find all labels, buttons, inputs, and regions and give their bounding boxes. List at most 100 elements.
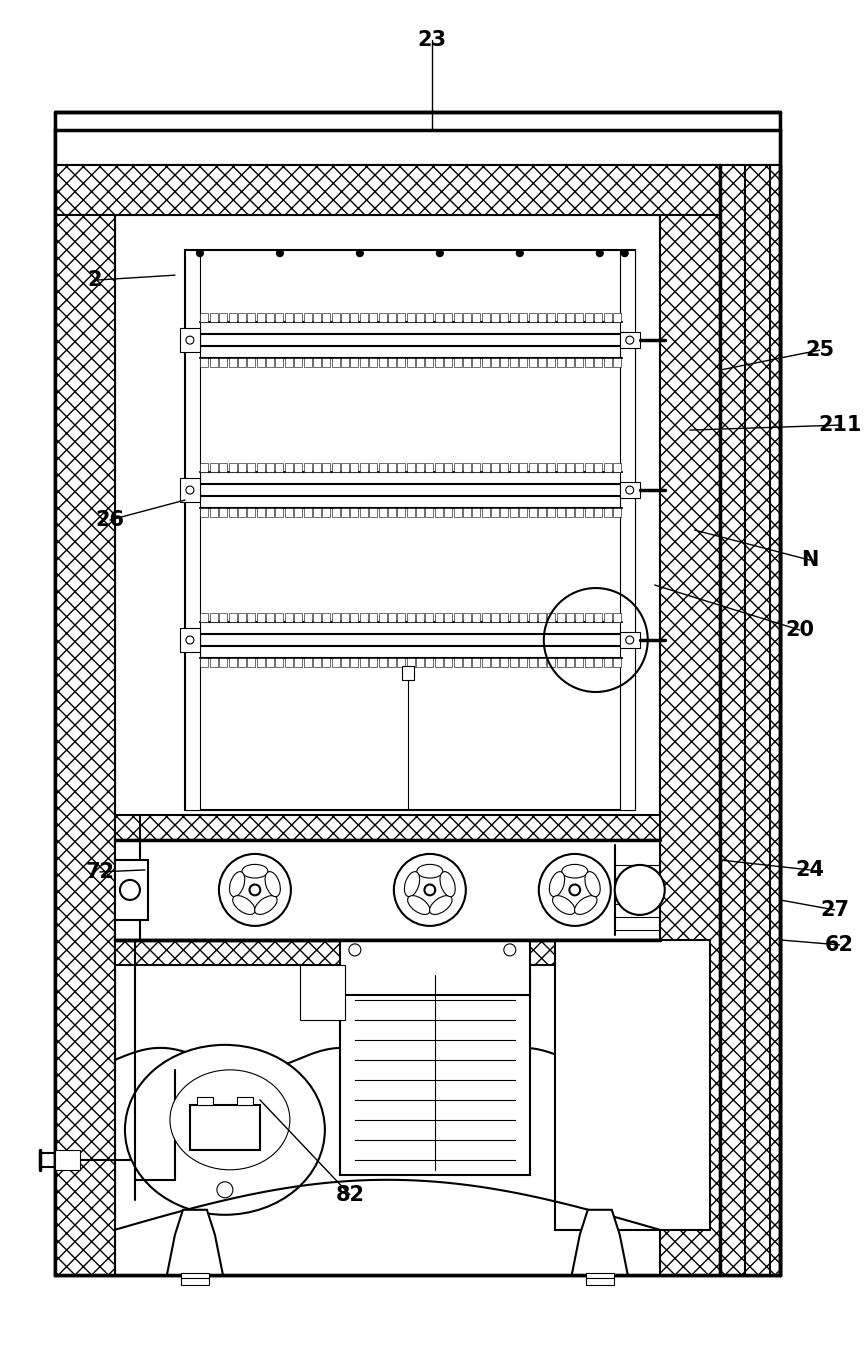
Bar [529, 358, 536, 367]
Text: 62: 62 [825, 934, 854, 955]
Bar [426, 313, 433, 322]
Circle shape [277, 250, 284, 257]
Bar [266, 658, 274, 666]
Bar [228, 464, 236, 472]
Bar [575, 358, 583, 367]
Bar [575, 613, 583, 622]
Bar [416, 358, 424, 367]
Bar [210, 313, 218, 322]
Bar [619, 481, 640, 498]
Bar [453, 613, 462, 622]
Circle shape [356, 250, 363, 257]
Bar [197, 1096, 213, 1104]
Circle shape [186, 636, 194, 645]
Ellipse shape [430, 896, 452, 914]
Bar [435, 658, 443, 666]
Circle shape [249, 884, 260, 895]
Ellipse shape [407, 896, 430, 914]
Bar [341, 358, 349, 367]
Bar [219, 313, 227, 322]
Bar [369, 509, 377, 517]
Bar [435, 464, 443, 472]
Text: 211: 211 [818, 415, 862, 435]
Bar [323, 613, 330, 622]
Bar [304, 509, 311, 517]
Bar [388, 358, 396, 367]
Bar [210, 613, 218, 622]
Bar [519, 358, 527, 367]
Circle shape [425, 884, 435, 895]
Bar [210, 358, 218, 367]
Ellipse shape [405, 872, 420, 896]
Ellipse shape [125, 1044, 325, 1214]
Bar [397, 658, 406, 666]
Bar [388, 464, 396, 472]
Ellipse shape [170, 1070, 290, 1170]
Bar [463, 613, 471, 622]
Bar [300, 964, 345, 1020]
Bar [201, 509, 208, 517]
Polygon shape [167, 1210, 223, 1274]
Bar [566, 658, 574, 666]
Bar [548, 658, 555, 666]
Bar [500, 358, 509, 367]
Bar [257, 313, 265, 322]
Bar [228, 509, 236, 517]
Bar [388, 313, 396, 322]
Bar [379, 658, 387, 666]
Bar [604, 658, 612, 666]
Bar [369, 358, 377, 367]
Bar [323, 464, 330, 472]
Bar [350, 358, 358, 367]
Bar [228, 613, 236, 622]
Bar [407, 464, 414, 472]
Bar [548, 509, 555, 517]
Bar [660, 215, 720, 1274]
Bar [55, 165, 720, 215]
Ellipse shape [549, 872, 565, 896]
Bar [472, 313, 480, 322]
Bar [472, 509, 480, 517]
Bar [313, 464, 321, 472]
Bar [388, 509, 396, 517]
Bar [219, 613, 227, 622]
Bar [604, 613, 612, 622]
Bar [360, 613, 368, 622]
Circle shape [394, 854, 466, 926]
Bar [604, 313, 612, 322]
Bar [210, 509, 218, 517]
Bar [594, 358, 602, 367]
Bar [426, 464, 433, 472]
Bar [604, 509, 612, 517]
Bar [594, 464, 602, 472]
Bar [529, 313, 536, 322]
Bar [444, 613, 452, 622]
Bar [304, 613, 311, 622]
Bar [238, 358, 246, 367]
Bar [586, 1273, 614, 1285]
Bar [266, 613, 274, 622]
Text: 26: 26 [95, 510, 125, 530]
Bar [331, 509, 340, 517]
Text: 20: 20 [785, 620, 814, 641]
Bar [435, 313, 443, 322]
Bar [341, 464, 349, 472]
Bar [247, 358, 255, 367]
Bar [453, 509, 462, 517]
Bar [285, 358, 292, 367]
Bar [500, 658, 509, 666]
Bar [340, 940, 529, 996]
Bar [360, 313, 368, 322]
Bar [237, 1096, 253, 1104]
Bar [275, 613, 284, 622]
Bar [323, 313, 330, 322]
Ellipse shape [574, 896, 597, 914]
Bar [557, 509, 565, 517]
Ellipse shape [562, 865, 587, 879]
Bar [482, 464, 490, 472]
Bar [323, 358, 330, 367]
Bar [426, 613, 433, 622]
Bar [257, 358, 265, 367]
Bar [331, 613, 340, 622]
Bar [407, 509, 414, 517]
